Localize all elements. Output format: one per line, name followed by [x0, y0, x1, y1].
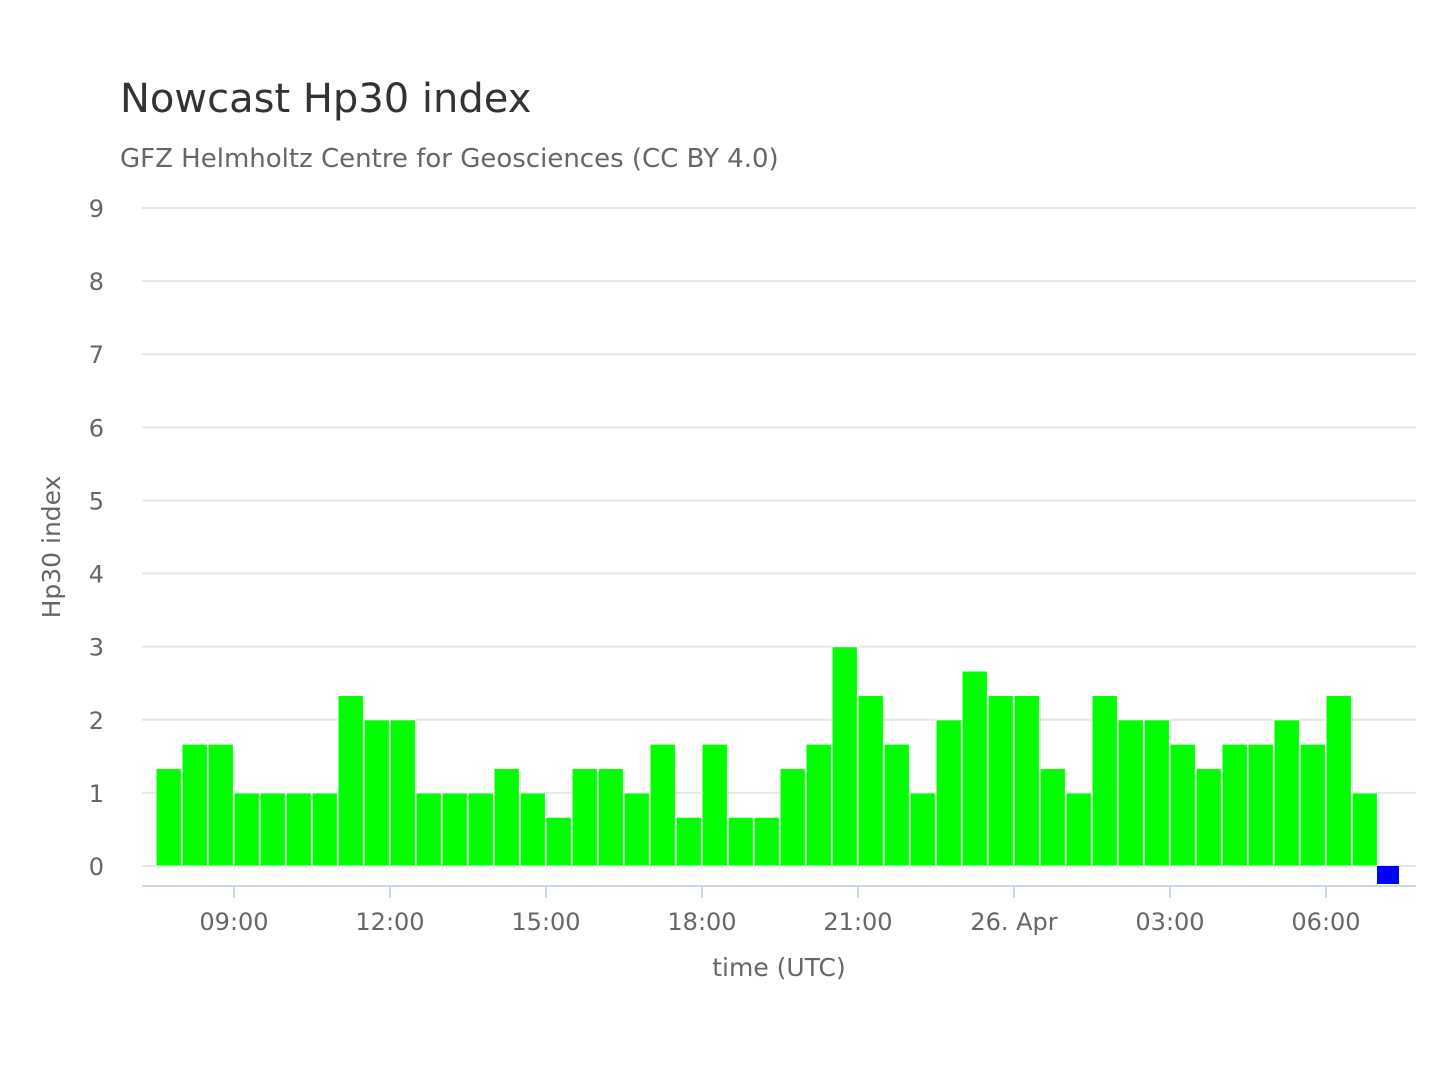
- bar: [805, 743, 832, 867]
- bar: [857, 694, 884, 867]
- bar: [311, 792, 338, 867]
- chart-subtitle: GFZ Helmholtz Centre for Geosciences (CC…: [120, 144, 779, 174]
- bar: [623, 792, 650, 867]
- bar: [883, 743, 910, 867]
- bar: [1351, 792, 1378, 867]
- y-tick-label: 5: [89, 487, 104, 515]
- x-tick-label: 18:00: [667, 908, 736, 936]
- x-tick-label: 15:00: [511, 908, 580, 936]
- bar: [545, 816, 572, 867]
- bar: [571, 768, 598, 867]
- bar: [441, 792, 468, 867]
- bar: [597, 768, 624, 867]
- bar: [233, 792, 260, 867]
- bar: [1377, 866, 1399, 884]
- bar: [363, 719, 390, 867]
- bar: [337, 694, 364, 867]
- bar: [961, 670, 988, 867]
- y-tick-label: 2: [89, 707, 104, 735]
- bar: [1117, 719, 1144, 867]
- bar: [519, 792, 546, 867]
- bar: [779, 768, 806, 867]
- bar: [285, 792, 312, 867]
- bar: [415, 792, 442, 867]
- bar: [1039, 768, 1066, 867]
- gridlines: [142, 207, 1416, 867]
- bar: [1221, 743, 1248, 867]
- bar: [467, 792, 494, 867]
- bar: [1169, 743, 1196, 867]
- x-tick-label: 12:00: [355, 908, 424, 936]
- bar: [701, 743, 728, 867]
- bar: [727, 816, 754, 867]
- y-axis-title: Hp30 index: [37, 476, 66, 619]
- bar: [1195, 768, 1222, 867]
- y-tick-label: 7: [89, 341, 104, 369]
- bar: [831, 646, 858, 867]
- y-tick-label: 0: [89, 853, 104, 881]
- bar: [1013, 694, 1040, 867]
- y-axis-ticks: 0 1 2 3 4 5 6 7 8 9: [89, 195, 104, 881]
- chart-title: Nowcast Hp30 index: [120, 76, 532, 122]
- bar: [1091, 694, 1118, 867]
- x-tick-label: 26. Apr: [970, 908, 1057, 936]
- y-tick-label: 9: [89, 195, 104, 223]
- bar: [987, 694, 1014, 867]
- y-tick-label: 8: [89, 268, 104, 296]
- bar: [181, 743, 208, 867]
- bar: [207, 743, 234, 867]
- y-tick-label: 1: [89, 780, 104, 808]
- bar: [675, 816, 702, 867]
- bar: [753, 816, 780, 867]
- y-tick-label: 4: [89, 561, 104, 589]
- bar: [1299, 743, 1326, 867]
- bar: [1325, 694, 1352, 867]
- bar: [155, 768, 182, 867]
- bar: [1065, 792, 1092, 867]
- bars: [155, 646, 1399, 884]
- x-axis-ticks: 09:00 12:00 15:00 18:00 21:00 26. Apr 03:00 06:…: [199, 886, 1361, 936]
- bar: [259, 792, 286, 867]
- x-tick-label: 06:00: [1291, 908, 1360, 936]
- bar: [493, 768, 520, 867]
- y-tick-label: 6: [89, 414, 104, 442]
- x-axis-title: time (UTC): [712, 953, 846, 982]
- bar: [1273, 719, 1300, 867]
- x-tick-label: 09:00: [199, 908, 268, 936]
- bar: [389, 719, 416, 867]
- bar: [1247, 743, 1274, 867]
- bar: [909, 792, 936, 867]
- y-tick-label: 3: [89, 634, 104, 662]
- bar: [935, 719, 962, 867]
- bar: [1143, 719, 1170, 867]
- bar: [649, 743, 676, 867]
- x-tick-label: 21:00: [823, 908, 892, 936]
- x-tick-label: 03:00: [1135, 908, 1204, 936]
